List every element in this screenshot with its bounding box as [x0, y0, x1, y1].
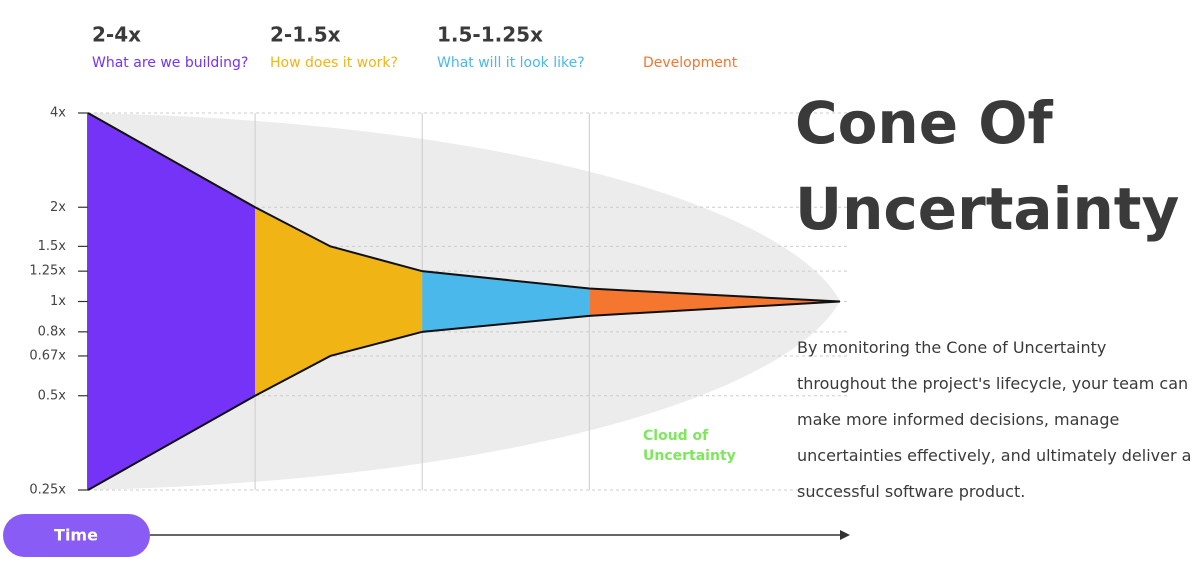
lower-bound — [87, 300, 841, 491]
heading: Cone Of Uncertainty — [795, 89, 1180, 243]
y-tick-label: 2x — [50, 200, 66, 215]
y-tick-label: 1.25x — [29, 264, 66, 279]
arrow-head — [840, 530, 850, 540]
phase-label: How does it work? — [270, 55, 398, 71]
y-tick-label: 0.67x — [29, 348, 66, 363]
upper-bound — [87, 112, 841, 303]
cone-segment — [589, 288, 840, 316]
y-tick-label: 0.25x — [29, 483, 66, 498]
phase-range: 2-1.5x — [270, 23, 341, 47]
phase-range: 1.5-1.25x — [437, 23, 543, 47]
y-tick-label: 0.8x — [38, 324, 67, 339]
phase-label: What are we building? — [92, 55, 248, 71]
y-tick-label: 1.5x — [38, 239, 67, 254]
cone-segment — [422, 271, 590, 332]
time-pill — [3, 514, 150, 557]
phase-label: What will it look like? — [437, 55, 585, 71]
phase-range: 2-4x — [92, 23, 141, 47]
phase-label: Development — [643, 55, 738, 71]
description: By monitoring the Cone of Uncertainty th… — [797, 338, 1192, 501]
y-tick-label: 0.5x — [38, 388, 67, 403]
cloud-label: Cloud of Uncertainty — [643, 428, 736, 464]
time-label: Time — [54, 526, 98, 545]
cone-segment — [255, 207, 423, 396]
y-tick-label: 1x — [50, 294, 66, 309]
y-tick-label: 4x — [50, 106, 66, 121]
cone-segment — [88, 113, 256, 490]
